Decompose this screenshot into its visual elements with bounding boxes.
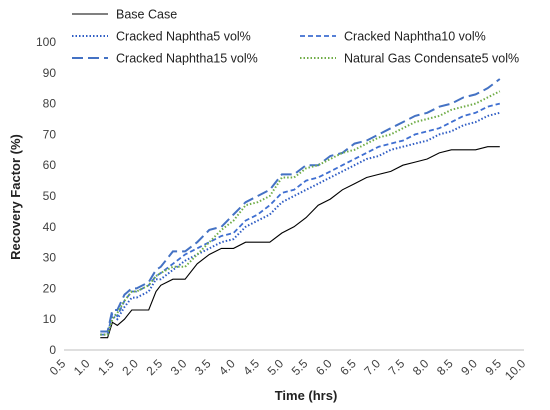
x-tick-label: 6.0 — [313, 356, 335, 378]
legend: Base Case Cracked Naphtha5 vol% Cracked Na… — [72, 8, 519, 66]
x-tick-label: 5.0 — [265, 356, 287, 378]
x-tick-label: 8.0 — [410, 356, 432, 378]
series-line-3 — [100, 102, 501, 336]
x-tick-label: 2.0 — [119, 356, 141, 378]
x-tick-label: 4.0 — [216, 356, 238, 378]
series-line-2 — [100, 111, 501, 336]
y-tick-label: 30 — [43, 251, 57, 265]
y-tick-label: 50 — [43, 189, 57, 203]
x-tick-label: 1.5 — [95, 356, 117, 378]
x-tick-label: 3.0 — [168, 356, 190, 378]
x-tick-label: 4.5 — [240, 356, 262, 378]
x-tick-label: 7.0 — [361, 356, 383, 378]
y-tick-label: 90 — [43, 66, 57, 80]
x-tick-label: 2.5 — [144, 356, 166, 378]
x-axis-title: Time (hrs) — [275, 388, 338, 403]
x-tick-label: 8.5 — [434, 356, 456, 378]
legend-label: Natural Gas Condensate5 vol% — [344, 52, 519, 66]
y-tick-label: 40 — [43, 220, 57, 234]
y-tick-label: 60 — [43, 158, 57, 172]
legend-label: Base Case — [116, 8, 177, 22]
y-tick-label: 100 — [36, 35, 56, 49]
y-tick-label: 10 — [43, 312, 57, 326]
series-line-1 — [100, 146, 500, 339]
x-tick-label: 10.0 — [502, 356, 529, 383]
x-tick-label: 1.0 — [71, 356, 93, 378]
x-tick-label: 0.5 — [47, 356, 69, 378]
x-tick-label: 9.5 — [482, 356, 504, 378]
x-tick-label: 6.5 — [337, 356, 359, 378]
legend-label: Cracked Naphtha10 vol% — [344, 30, 486, 44]
y-tick-label: 80 — [43, 97, 57, 111]
y-axis-title: Recovery Factor (%) — [8, 134, 23, 260]
x-tick-label: 3.5 — [192, 356, 214, 378]
y-tick-label: 0 — [49, 343, 56, 357]
x-tick-label: 7.5 — [386, 356, 408, 378]
series-group — [100, 78, 501, 339]
y-tick-label: 70 — [43, 127, 57, 141]
x-tick-label: 9.0 — [458, 356, 480, 378]
y-tick-label: 20 — [43, 281, 57, 295]
y-axis-ticks: 0 10 20 30 40 50 60 70 80 90 100 — [36, 35, 56, 357]
x-tick-label: 5.5 — [289, 356, 311, 378]
x-axis-ticks: 0.5 1.0 1.5 2.0 2.5 3.0 3.5 4.0 4.5 5.0 5.5 6.0 6.5 7… — [47, 356, 529, 383]
legend-label: Cracked Naphtha5 vol% — [116, 30, 251, 44]
series-line-4 — [100, 78, 501, 333]
series-line-5 — [100, 90, 501, 336]
legend-label: Cracked Naphtha15 vol% — [116, 52, 258, 66]
